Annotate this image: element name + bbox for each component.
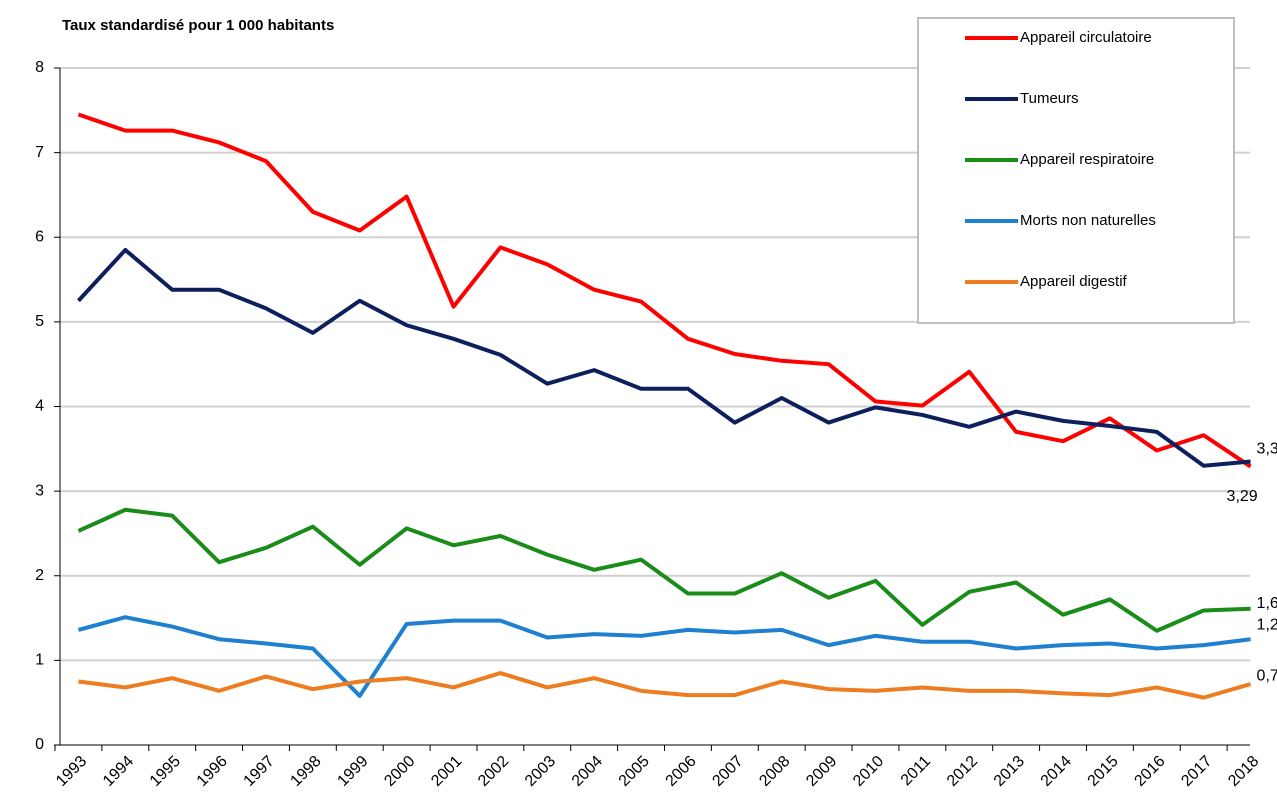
y-tick-label: 4	[35, 398, 44, 415]
x-tick-label: 2004	[569, 753, 606, 790]
x-tick-label: 1996	[194, 753, 231, 790]
x-tick-label: 2003	[522, 753, 559, 790]
value-label: 3,35	[1257, 441, 1277, 458]
x-tick-label: 2012	[944, 753, 981, 790]
x-tick-label: 2007	[709, 753, 746, 790]
legend-label: Appareil respiratoire	[1020, 151, 1154, 168]
legend-label: Tumeurs	[1020, 90, 1079, 107]
series-line	[77, 615, 1251, 698]
x-tick-label: 1995	[147, 753, 184, 790]
x-tick-label: 2008	[756, 753, 793, 790]
y-tick-label: 2	[35, 567, 44, 584]
x-tick-label: 2002	[475, 753, 512, 790]
x-tick-label: 2000	[381, 753, 418, 790]
x-tick-label: 2013	[991, 753, 1028, 790]
legend-label: Appareil digestif	[1020, 273, 1128, 290]
y-tick-label: 7	[35, 144, 44, 161]
legend-label: Morts non naturelles	[1020, 212, 1156, 229]
x-tick-label: 2017	[1178, 753, 1215, 790]
y-tick-label: 1	[35, 652, 44, 669]
x-tick-label: 2006	[663, 753, 700, 790]
y-tick-label: 0	[35, 736, 44, 753]
value-label: 0,72	[1257, 667, 1277, 684]
y-tick-label: 8	[35, 59, 44, 76]
legend-box	[917, 17, 1235, 324]
chart-title: Taux standardisé pour 1 000 habitants	[62, 17, 334, 34]
y-tick-label: 3	[35, 482, 44, 499]
x-tick-label: 2005	[616, 753, 653, 790]
x-tick-label: 1997	[241, 753, 278, 790]
value-label: 1,25	[1257, 616, 1277, 633]
x-tick-label: 1999	[334, 753, 371, 790]
x-tick-label: 1994	[100, 753, 137, 790]
legend-label: Appareil circulatoire	[1020, 29, 1152, 46]
x-tick-label: 1993	[53, 753, 90, 790]
x-tick-label: 2016	[1131, 753, 1168, 790]
x-tick-label: 2018	[1225, 753, 1262, 790]
x-tick-label: 2009	[803, 753, 840, 790]
y-tick-label: 6	[35, 228, 44, 245]
x-tick-label: 2010	[850, 753, 887, 790]
x-tick-label: 1998	[287, 753, 324, 790]
x-tick-label: 2015	[1085, 753, 1122, 790]
series-line	[77, 507, 1251, 633]
value-label: 3,29	[1227, 488, 1258, 505]
series-line	[76, 247, 1251, 468]
series-line	[77, 112, 1252, 469]
x-tick-label: 2011	[898, 753, 934, 789]
value-label: 1,61	[1257, 595, 1277, 612]
x-tick-label: 2014	[1038, 753, 1075, 790]
series-line	[78, 671, 1252, 700]
y-tick-label: 5	[35, 313, 44, 330]
x-tick-label: 2001	[428, 753, 465, 790]
